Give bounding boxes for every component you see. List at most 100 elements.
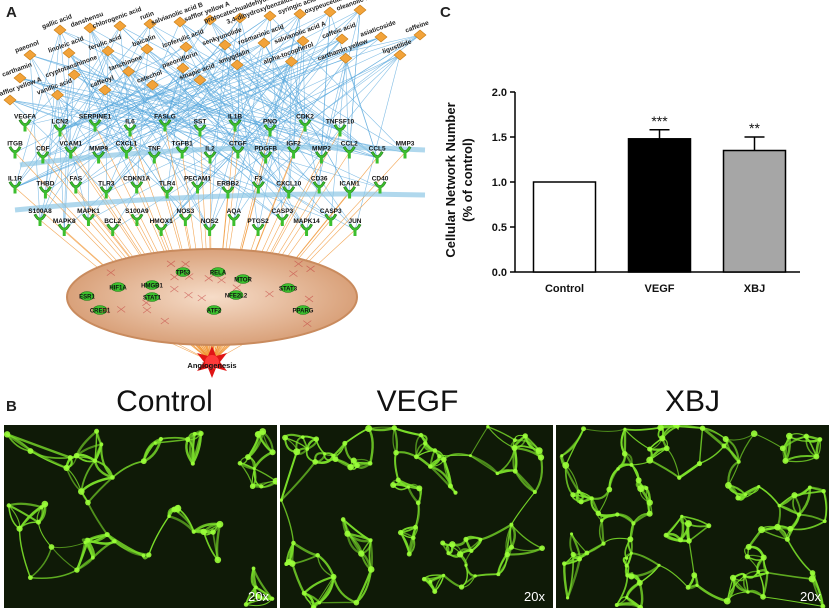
bar-chart: Cellular Network Number (% of control) 0… <box>443 87 800 295</box>
target-node: PNO <box>263 119 277 137</box>
target-node: MAPK1 <box>77 208 100 226</box>
target-node: TNF <box>147 146 161 164</box>
svg-text:FASLG: FASLG <box>154 114 176 121</box>
target-node: NOS2 <box>201 218 219 236</box>
tube-network-image <box>4 428 277 607</box>
svg-text:TGFB1: TGFB1 <box>171 141 193 148</box>
svg-text:HMOX1: HMOX1 <box>150 218 174 225</box>
target-node: HMOX1 <box>150 218 174 236</box>
svg-text:IL2: IL2 <box>205 146 215 153</box>
svg-text:CTGF: CTGF <box>229 141 247 148</box>
target-node: MAPK14 <box>293 218 320 236</box>
svg-text:PDGFB: PDGFB <box>254 146 277 153</box>
hub-node: STAT3 <box>279 283 298 293</box>
svg-text:STAT3: STAT3 <box>279 287 298 293</box>
hub-node: HMGB1 <box>141 280 163 290</box>
target-node: S100A8 <box>28 208 52 226</box>
angiogenesis-label: Angiogenesis <box>187 361 236 370</box>
svg-text:CXCL10: CXCL10 <box>276 181 301 188</box>
svg-text:PTGS2: PTGS2 <box>247 218 269 225</box>
svg-text:rutin: rutin <box>139 10 155 22</box>
svg-text:MMP3: MMP3 <box>396 141 415 148</box>
svg-text:AQA: AQA <box>227 208 242 215</box>
svg-text:CDKN1A: CDKN1A <box>123 176 150 183</box>
y-tick-label: 1.5 <box>492 132 507 144</box>
target-node: TGFB1 <box>171 141 193 159</box>
target-node: CCL5 <box>369 146 386 164</box>
svg-text:S100A8: S100A8 <box>28 208 52 215</box>
svg-text:CD40: CD40 <box>372 176 389 183</box>
svg-text:IL6: IL6 <box>125 119 135 126</box>
svg-text:LCN2: LCN2 <box>52 119 69 126</box>
significance-labels: *** ** <box>651 113 760 136</box>
target-node: ERBB2 <box>217 181 239 199</box>
target-node: IL1R <box>8 176 22 194</box>
target-node: CDF <box>36 146 50 164</box>
svg-text:IL1B: IL1B <box>228 114 242 121</box>
svg-text:TNF: TNF <box>148 146 161 153</box>
hub-node: NFE2L2 <box>225 290 248 300</box>
target-node: CASP3 <box>271 208 294 226</box>
target-node: CDK2 <box>296 114 314 132</box>
target-node: ITGB <box>7 141 23 159</box>
target-node: ICAM1 <box>339 181 360 199</box>
target-node: IGF2 <box>286 141 301 159</box>
svg-text:MMP9: MMP9 <box>89 146 108 153</box>
target-node: IL6 <box>123 119 137 137</box>
svg-text:CCL5: CCL5 <box>369 146 386 153</box>
bar-xbj <box>722 149 787 273</box>
svg-text:CDK2: CDK2 <box>296 114 314 121</box>
svg-text:PNO: PNO <box>263 119 277 126</box>
target-node: MMP2 <box>312 146 331 164</box>
target-node: TLR4 <box>159 181 176 199</box>
hub-node: HIF1A <box>109 282 127 292</box>
y-axis: 0.0 0.5 1.0 1.5 2.0 <box>492 87 516 279</box>
bar-vegf <box>627 138 692 273</box>
svg-text:CD36: CD36 <box>311 176 328 183</box>
target-node: VEGFA <box>14 114 36 132</box>
tube-network-image <box>559 425 828 608</box>
target-node: VCAM1 <box>59 141 82 159</box>
tube-network-image <box>280 425 545 608</box>
compound-node: rutin <box>139 10 157 30</box>
svg-text:PPARG: PPARG <box>293 309 314 315</box>
magnification-label: 20x <box>800 589 821 604</box>
svg-text:THBD: THBD <box>36 181 54 188</box>
svg-text:IGF2: IGF2 <box>286 141 301 148</box>
svg-text:MMP2: MMP2 <box>312 146 331 153</box>
magnification-label: 20x <box>248 589 269 604</box>
svg-text:CXCL1: CXCL1 <box>116 141 138 148</box>
panel-letter-c: C <box>440 4 451 21</box>
target-node: CXCL1 <box>116 141 138 159</box>
nucleus-ellipse <box>66 248 358 346</box>
svg-text:NFE2L2: NFE2L2 <box>225 294 248 300</box>
target-node: MAPK8 <box>53 218 76 236</box>
svg-text:SERPINE1: SERPINE1 <box>79 114 112 121</box>
svg-text:SST: SST <box>194 119 207 126</box>
hub-node: STAT1 <box>143 292 162 302</box>
target-node: THBD <box>36 181 55 199</box>
svg-text:NOS3: NOS3 <box>177 208 195 215</box>
error-bars <box>649 129 765 151</box>
target-node: CDKN1A <box>123 176 151 194</box>
svg-text:RELA: RELA <box>210 271 227 277</box>
svg-text:BCL2: BCL2 <box>104 218 121 225</box>
panel-letter-a: A <box>6 4 17 21</box>
svg-text:TLR4: TLR4 <box>159 181 176 188</box>
svg-text:TP53: TP53 <box>176 271 191 277</box>
target-node: JUN <box>348 218 362 236</box>
target-node: TNFSF10 <box>326 119 354 137</box>
micrograph-control: 20x <box>4 425 277 608</box>
svg-text:TLR3: TLR3 <box>98 181 115 188</box>
micrograph-vegf: 20x <box>280 425 553 608</box>
target-node: MMP9 <box>89 146 108 164</box>
target-node: SERPINE1 <box>79 114 112 132</box>
target-node: NOS3 <box>177 208 195 226</box>
hub-node: RELA <box>210 267 227 277</box>
y-tick-label: 2.0 <box>492 87 507 99</box>
svg-text:ATF2: ATF2 <box>207 309 222 315</box>
svg-text:FAS: FAS <box>70 176 83 183</box>
y-axis-label-line1: Cellular Network Number <box>443 102 458 257</box>
svg-text:MAPK14: MAPK14 <box>293 218 320 225</box>
